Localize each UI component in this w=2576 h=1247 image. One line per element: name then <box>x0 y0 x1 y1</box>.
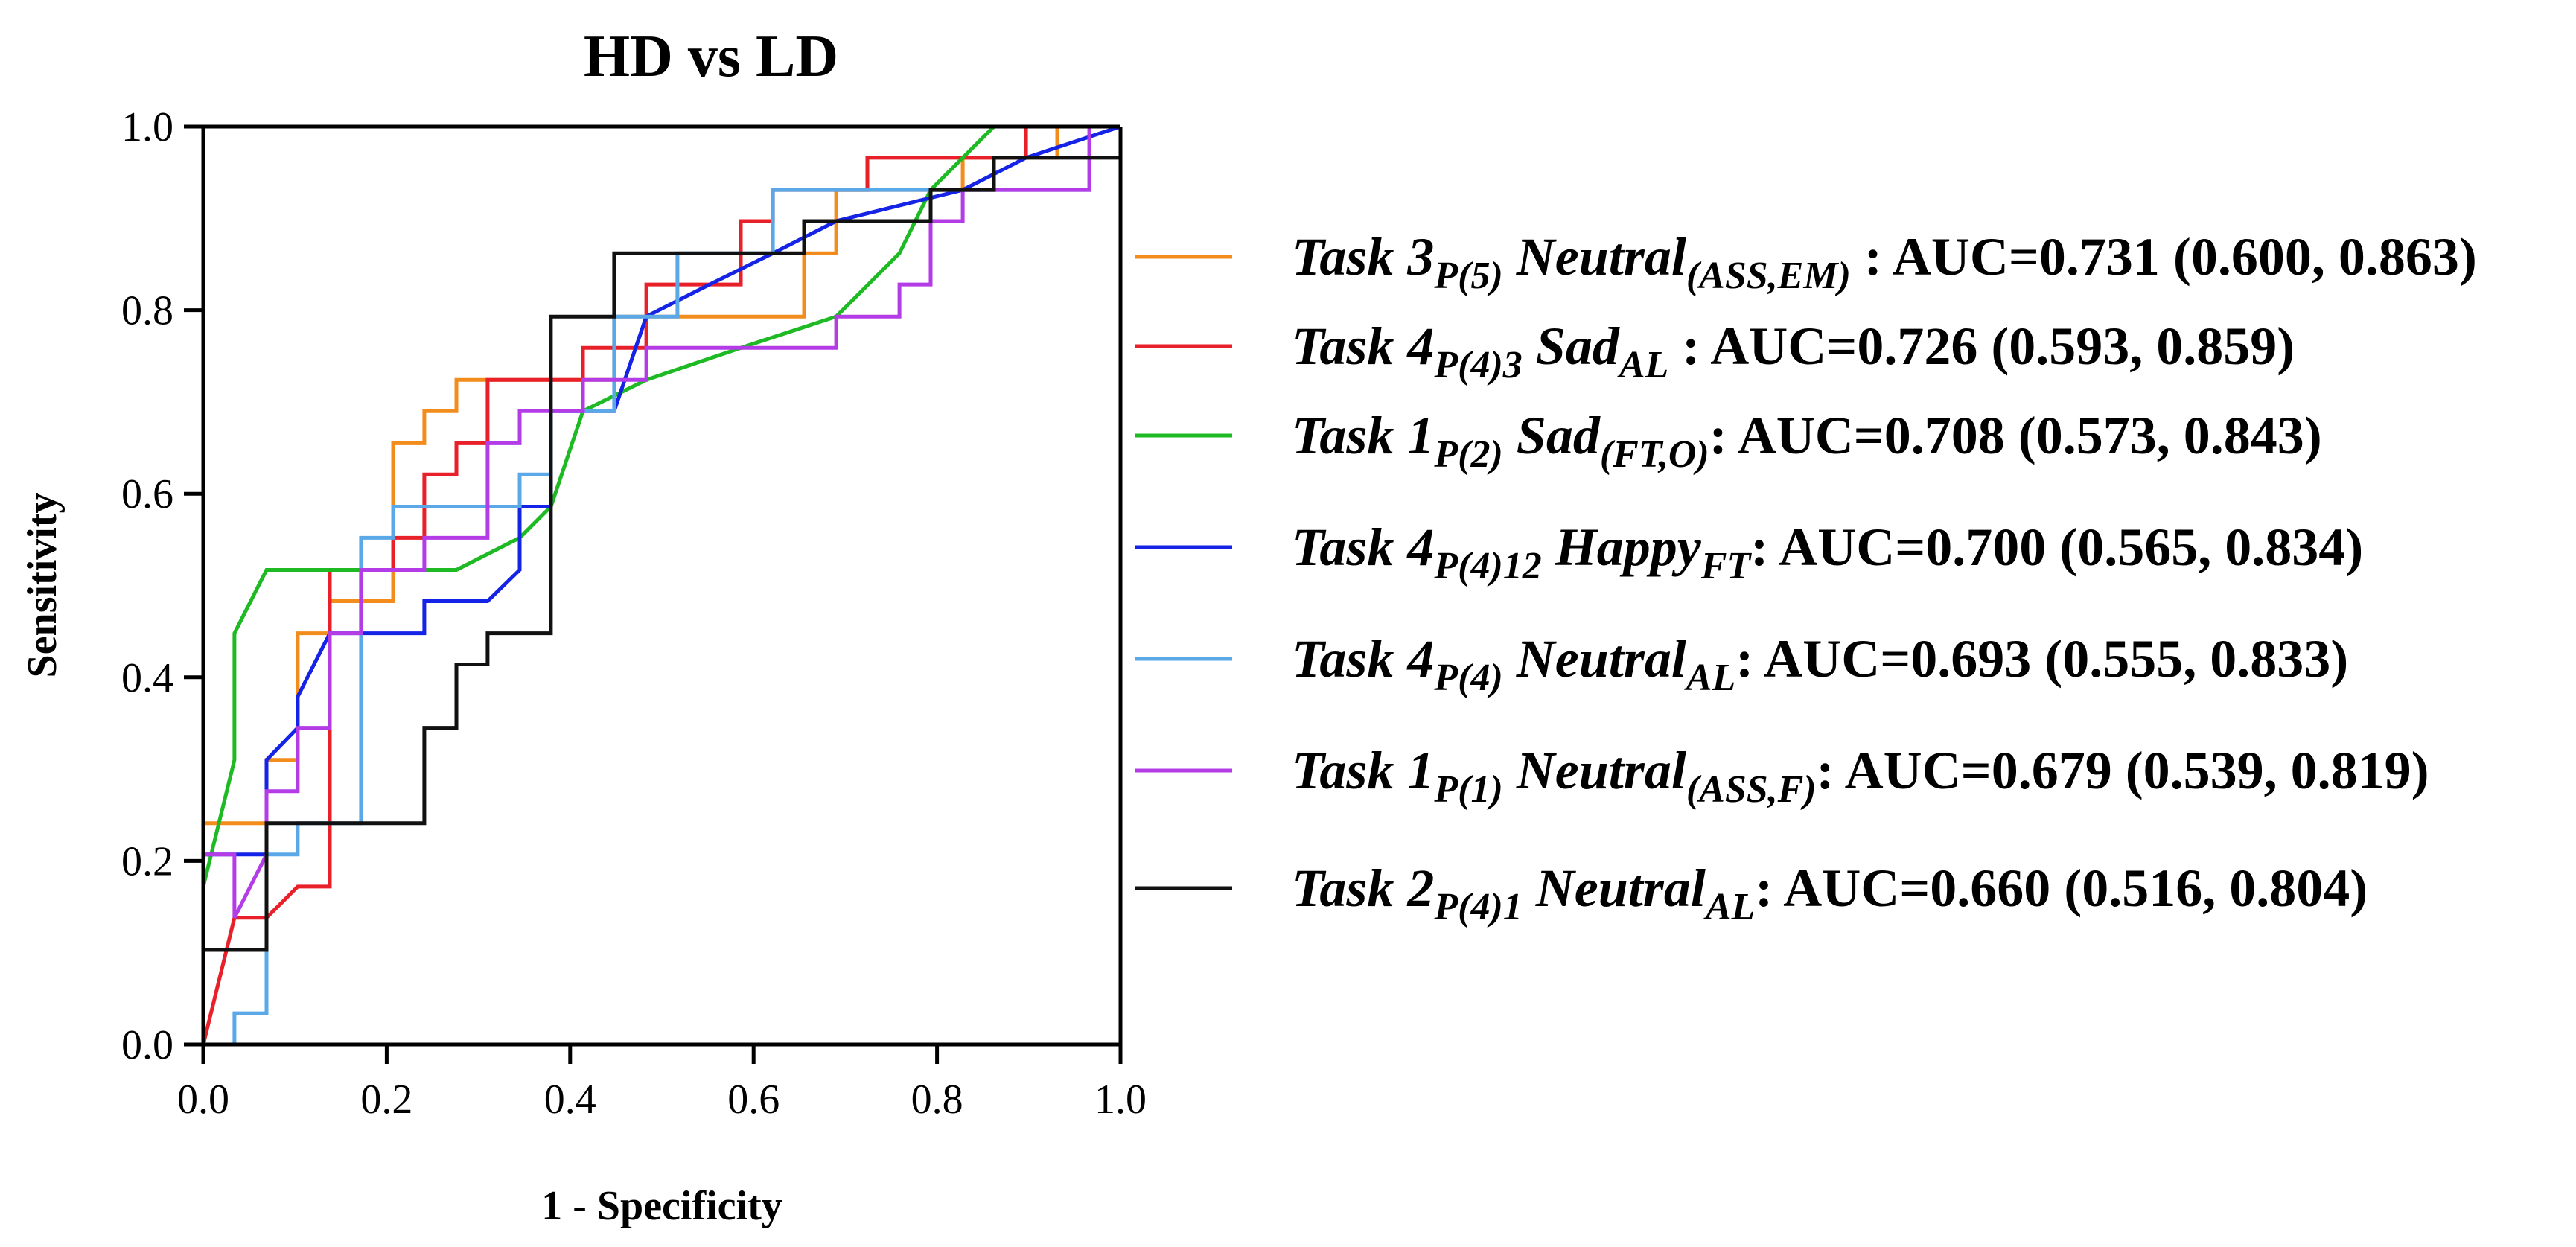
roc-curve-series-7 <box>203 156 1120 952</box>
legend-task: Task 2 <box>1292 858 1434 918</box>
legend-sub2: AL <box>1703 886 1755 928</box>
legend-sub1: P(4)12 <box>1433 545 1541 587</box>
legend-auc: : AUC=0.700 (0.565, 0.834) <box>1750 517 2363 577</box>
chart-title: HD vs LD <box>584 24 838 89</box>
legend-task: Task 4 <box>1292 517 1434 577</box>
legend-label: Task 3P(5) Neutral(ASS,EM) : AUC=0.731 (… <box>1292 227 2477 297</box>
legend-sub2: (ASS,EM) <box>1686 255 1851 297</box>
legend-item-1: Task 3P(5) Neutral(ASS,EM) : AUC=0.731 (… <box>1135 227 2477 297</box>
x-ticks: 0.0 0.2 0.4 0.6 0.8 1.0 <box>177 1045 1147 1123</box>
legend-sub1: P(1) <box>1433 768 1502 811</box>
legend-item-7: Task 2P(4)1 NeutralAL: AUC=0.660 (0.516,… <box>1135 858 2368 928</box>
legend-auc: : AUC=0.731 (0.600, 0.863) <box>1851 227 2477 287</box>
legend-auc: : AUC=0.660 (0.516, 0.804) <box>1755 858 2368 918</box>
legend-cond: Neutral <box>1523 858 1706 918</box>
legend-task: Task 4 <box>1292 316 1434 376</box>
legend-task: Task 1 <box>1292 741 1434 800</box>
legend-cond: Sad <box>1523 316 1620 376</box>
legend-label: Task 1P(2) Sad(FT,O): AUC=0.708 (0.573, … <box>1292 406 2322 476</box>
y-ticks: 0.0 0.2 0.4 0.6 0.8 1.0 <box>121 104 203 1068</box>
legend-auc: : AUC=0.693 (0.555, 0.833) <box>1735 629 2348 689</box>
legend-auc: : AUC=0.708 (0.573, 0.843) <box>1709 406 2322 465</box>
legend-label: Task 4P(4)3 SadAL : AUC=0.726 (0.593, 0.… <box>1292 316 2295 386</box>
y-tick-label: 0.4 <box>121 655 173 701</box>
legend-label: Task 2P(4)1 NeutralAL: AUC=0.660 (0.516,… <box>1292 858 2368 928</box>
x-tick-label: 0.2 <box>360 1077 412 1123</box>
legend: Task 3P(5) Neutral(ASS,EM) : AUC=0.731 (… <box>1135 227 2477 928</box>
legend-item-4: Task 4P(4)12 HappyFT: AUC=0.700 (0.565, … <box>1135 517 2363 587</box>
y-tick-label: 1.0 <box>121 104 173 150</box>
legend-sub1: P(4)3 <box>1433 344 1522 386</box>
legend-cond: Sad <box>1503 406 1601 465</box>
x-tick-label: 0.8 <box>911 1077 963 1123</box>
roc-curve-series-5 <box>203 124 1120 1047</box>
legend-sub1: P(2) <box>1433 433 1502 476</box>
legend-sub1: P(4)1 <box>1433 886 1522 928</box>
legend-item-2: Task 4P(4)3 SadAL : AUC=0.726 (0.593, 0.… <box>1135 316 2295 386</box>
roc-curve-series-6 <box>203 124 1120 919</box>
roc-curve-series-2 <box>201 124 1120 1045</box>
legend-task: Task 1 <box>1292 406 1434 465</box>
legend-auc: : AUC=0.679 (0.539, 0.819) <box>1817 741 2429 800</box>
legend-label: Task 1P(1) Neutral(ASS,F): AUC=0.679 (0.… <box>1292 741 2429 811</box>
roc-curve-series-4 <box>201 124 1121 950</box>
roc-curve-series-3 <box>201 124 1120 887</box>
series-layer <box>201 124 1121 1047</box>
y-tick-label: 0.6 <box>121 471 173 517</box>
y-tick-label: 0.8 <box>121 288 173 334</box>
y-axis-label: Sensitivity <box>19 493 66 678</box>
legend-item-3: Task 1P(2) Sad(FT,O): AUC=0.708 (0.573, … <box>1135 406 2322 476</box>
legend-label: Task 4P(4)12 HappyFT: AUC=0.700 (0.565, … <box>1292 517 2363 587</box>
legend-task: Task 4 <box>1292 629 1434 689</box>
y-tick-label: 0.2 <box>121 838 173 884</box>
x-tick-label: 1.0 <box>1094 1077 1147 1123</box>
legend-cond: Neutral <box>1503 741 1686 800</box>
legend-sub2: AL <box>1617 344 1668 386</box>
legend-task: Task 3 <box>1292 227 1434 287</box>
plot-area: 0.0 0.2 0.4 0.6 0.8 1.0 0.0 0.2 0.4 0.6 0.8 1.0 <box>121 104 1147 1123</box>
legend-sub2: AL <box>1684 657 1735 699</box>
legend-sub1: P(4) <box>1433 657 1502 699</box>
legend-sub1: P(5) <box>1433 255 1502 297</box>
x-tick-label: 0.6 <box>727 1077 780 1123</box>
roc-curve-series-1 <box>203 124 1120 826</box>
legend-sub2: (FT,O) <box>1600 433 1709 476</box>
legend-sub2: FT <box>1700 545 1753 587</box>
x-tick-label: 0.4 <box>544 1077 596 1123</box>
legend-auc: : AUC=0.726 (0.593, 0.859) <box>1668 316 2295 376</box>
legend-item-6: Task 1P(1) Neutral(ASS,F): AUC=0.679 (0.… <box>1135 741 2429 811</box>
legend-cond: Happy <box>1542 517 1702 577</box>
legend-cond: Neutral <box>1503 227 1686 287</box>
x-axis-label: 1 - Specificity <box>541 1183 782 1229</box>
x-tick-label: 0.0 <box>177 1077 229 1123</box>
y-tick-label: 0.0 <box>121 1022 173 1068</box>
legend-label: Task 4P(4) NeutralAL: AUC=0.693 (0.555, … <box>1292 629 2348 699</box>
legend-cond: Neutral <box>1503 629 1686 689</box>
legend-sub2: (ASS,F) <box>1686 768 1817 811</box>
legend-item-5: Task 4P(4) NeutralAL: AUC=0.693 (0.555, … <box>1135 629 2348 699</box>
